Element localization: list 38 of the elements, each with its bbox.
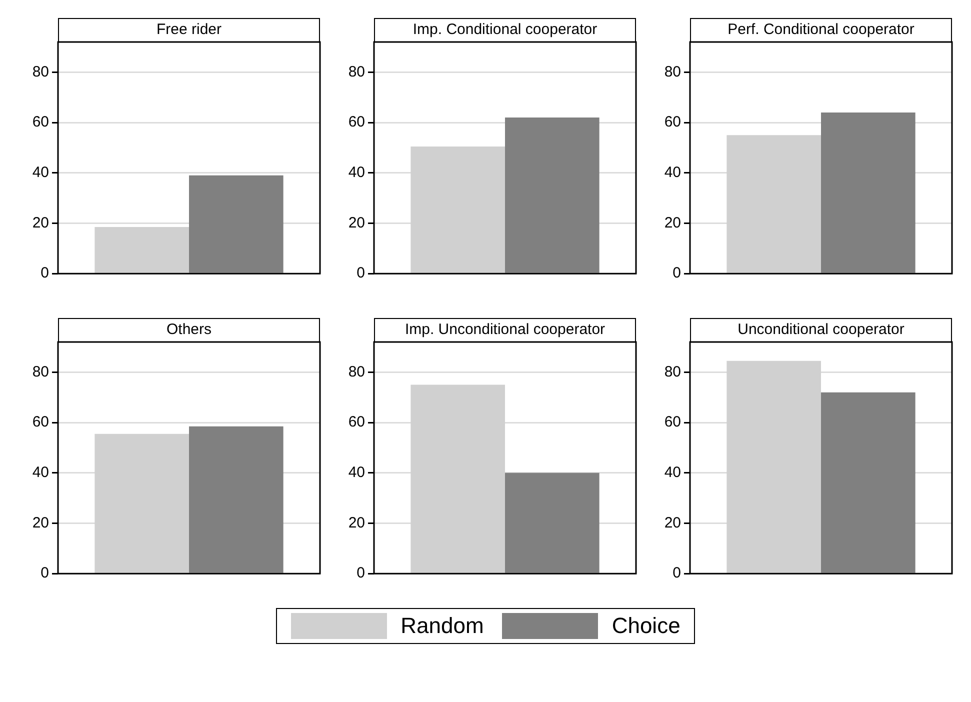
y-tick-label: 0 bbox=[672, 564, 681, 582]
y-tick-label: 0 bbox=[356, 564, 365, 582]
y-tick-label: 40 bbox=[348, 464, 365, 482]
chart-title: Others bbox=[58, 318, 320, 342]
y-tick-label: 40 bbox=[348, 164, 365, 182]
y-tick-label: 20 bbox=[664, 514, 681, 532]
y-tick-label: 40 bbox=[664, 164, 681, 182]
y-tick-label: 80 bbox=[32, 363, 49, 380]
y-tick-label: 60 bbox=[348, 414, 365, 431]
chart-title: Perf. Conditional cooperator bbox=[690, 18, 952, 42]
y-tick-label: 20 bbox=[32, 514, 49, 532]
chart-title: Imp. Unconditional cooperator bbox=[374, 318, 636, 342]
y-tick-label: 20 bbox=[348, 214, 365, 232]
y-tick-label: 60 bbox=[32, 414, 49, 431]
y-tick-label: 80 bbox=[32, 63, 49, 80]
chart-title: Imp. Conditional cooperator bbox=[374, 18, 636, 42]
y-tick-label: 20 bbox=[32, 214, 49, 232]
y-tick-label: 60 bbox=[664, 414, 681, 431]
y-tick-label: 80 bbox=[664, 363, 681, 380]
y-tick-label: 0 bbox=[356, 264, 365, 282]
y-tick-label: 0 bbox=[40, 264, 49, 282]
y-tick-label: 60 bbox=[32, 114, 49, 131]
y-tick-label: 40 bbox=[32, 164, 49, 182]
y-tick-label: 60 bbox=[348, 114, 365, 131]
chart-title: Unconditional cooperator bbox=[690, 318, 952, 342]
chart-title: Free rider bbox=[58, 18, 320, 42]
legend-label: Random bbox=[400, 613, 484, 639]
y-tick-label: 40 bbox=[32, 464, 49, 482]
y-tick-label: 40 bbox=[664, 464, 681, 482]
y-tick-label: 20 bbox=[348, 514, 365, 532]
y-tick-label: 0 bbox=[672, 264, 681, 282]
y-tick-label: 80 bbox=[348, 363, 365, 380]
y-tick-label: 0 bbox=[40, 564, 49, 582]
y-tick-label: 60 bbox=[664, 114, 681, 131]
y-tick-label: 20 bbox=[664, 214, 681, 232]
y-tick-label: 80 bbox=[348, 63, 365, 80]
legend-label: Choice bbox=[612, 613, 680, 639]
y-tick-label: 80 bbox=[664, 63, 681, 80]
